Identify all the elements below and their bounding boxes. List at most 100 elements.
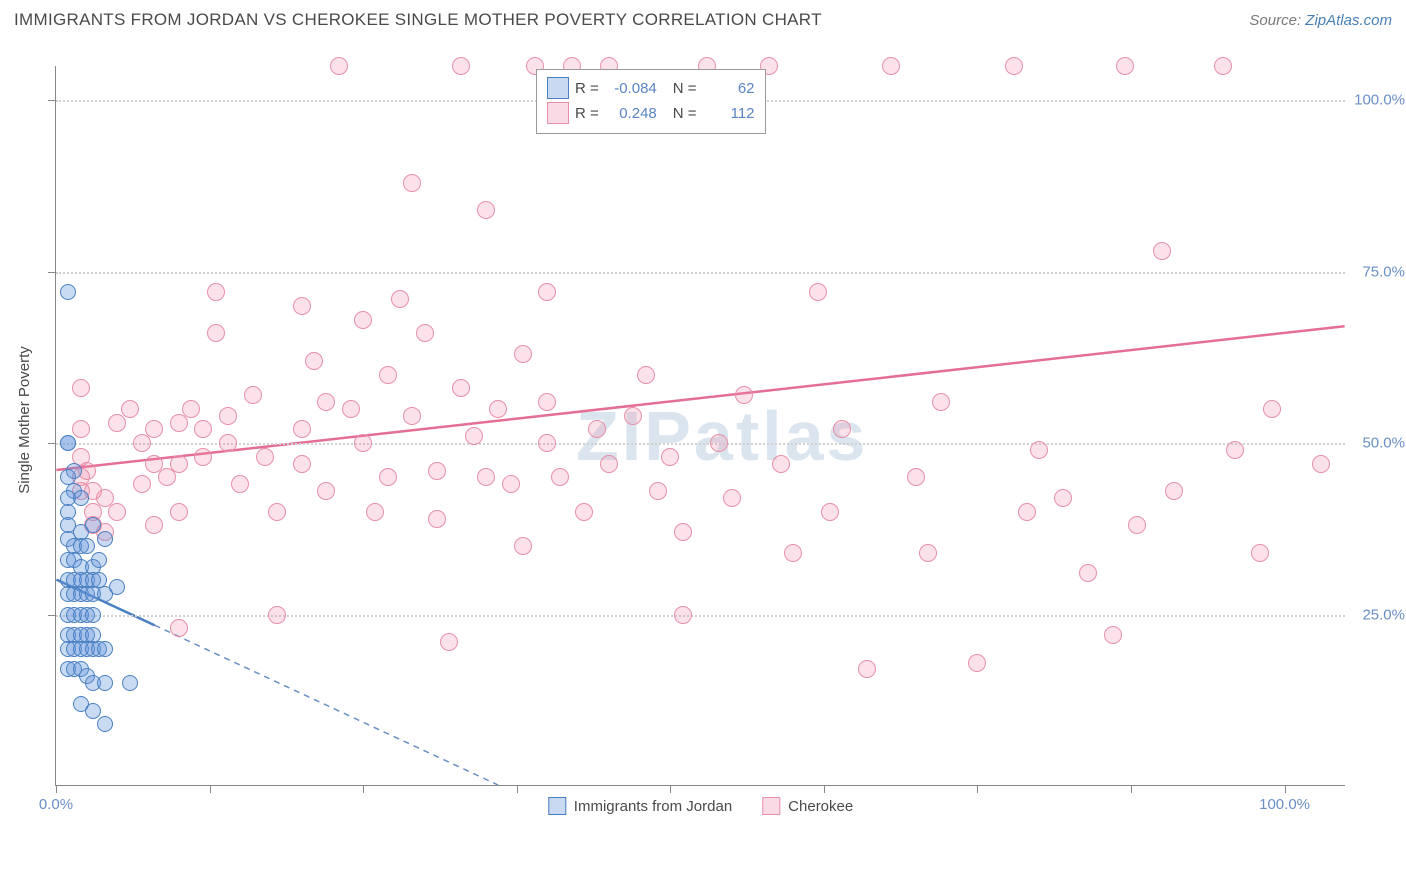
- data-point: [674, 606, 692, 624]
- data-point: [145, 516, 163, 534]
- data-point: [1128, 516, 1146, 534]
- n-value: 112: [703, 105, 755, 122]
- data-point: [79, 538, 95, 554]
- data-point: [723, 489, 741, 507]
- y-tick: [48, 272, 56, 273]
- data-point: [624, 407, 642, 425]
- data-point: [366, 503, 384, 521]
- data-point: [219, 407, 237, 425]
- legend-swatch: [548, 797, 566, 815]
- data-point: [293, 455, 311, 473]
- x-tick: [824, 785, 825, 793]
- data-point: [1079, 564, 1097, 582]
- x-axis-max-label: 100.0%: [1259, 796, 1310, 813]
- data-point: [538, 393, 556, 411]
- data-point: [85, 517, 101, 533]
- source-credit: Source: ZipAtlas.com: [1249, 12, 1392, 29]
- data-point: [219, 434, 237, 452]
- data-point: [379, 366, 397, 384]
- data-point: [538, 434, 556, 452]
- data-point: [489, 400, 507, 418]
- y-tick-label: 50.0%: [1362, 435, 1405, 452]
- data-point: [231, 475, 249, 493]
- y-tick-label: 25.0%: [1362, 606, 1405, 623]
- y-tick: [48, 615, 56, 616]
- x-tick: [977, 785, 978, 793]
- r-value: -0.084: [605, 80, 657, 97]
- y-tick-label: 100.0%: [1354, 92, 1405, 109]
- data-point: [133, 475, 151, 493]
- data-point: [85, 607, 101, 623]
- data-point: [588, 420, 606, 438]
- legend-item: Cherokee: [762, 797, 853, 815]
- x-tick: [1285, 785, 1286, 793]
- data-point: [502, 475, 520, 493]
- x-tick: [363, 785, 364, 793]
- legend-swatch: [547, 102, 569, 124]
- data-point: [268, 606, 286, 624]
- data-point: [575, 503, 593, 521]
- x-tick: [670, 785, 671, 793]
- data-point: [97, 675, 113, 691]
- data-point: [710, 434, 728, 452]
- plot-region: ZIPatlas 25.0%50.0%75.0%100.0%0.0%100.0%…: [55, 66, 1345, 786]
- y-tick: [48, 443, 56, 444]
- r-label: R =: [575, 80, 599, 97]
- data-point: [428, 510, 446, 528]
- x-tick: [210, 785, 211, 793]
- data-point: [108, 503, 126, 521]
- source-prefix: Source:: [1249, 12, 1305, 29]
- data-point: [1104, 626, 1122, 644]
- data-point: [170, 619, 188, 637]
- x-axis-min-label: 0.0%: [39, 796, 73, 813]
- data-point: [907, 468, 925, 486]
- data-point: [649, 482, 667, 500]
- data-point: [784, 544, 802, 562]
- data-point: [1214, 57, 1232, 75]
- data-point: [1018, 503, 1036, 521]
- legend-row: R = -0.084 N = 62: [547, 77, 755, 99]
- series-legend: Immigrants from JordanCherokee: [548, 797, 853, 815]
- data-point: [97, 716, 113, 732]
- data-point: [477, 468, 495, 486]
- data-point: [600, 455, 618, 473]
- y-tick: [48, 100, 56, 101]
- data-point: [73, 490, 89, 506]
- legend-label: Cherokee: [788, 798, 853, 815]
- data-point: [91, 552, 107, 568]
- data-point: [1153, 242, 1171, 260]
- legend-row: R = 0.248 N = 112: [547, 102, 755, 124]
- data-point: [1263, 400, 1281, 418]
- data-point: [465, 427, 483, 445]
- legend-swatch: [547, 77, 569, 99]
- data-point: [97, 641, 113, 657]
- source-link[interactable]: ZipAtlas.com: [1305, 12, 1392, 29]
- data-point: [60, 435, 76, 451]
- data-point: [1165, 482, 1183, 500]
- data-point: [403, 407, 421, 425]
- data-point: [833, 420, 851, 438]
- data-point: [1312, 455, 1330, 473]
- data-point: [182, 400, 200, 418]
- data-point: [379, 468, 397, 486]
- data-point: [85, 703, 101, 719]
- n-value: 62: [703, 80, 755, 97]
- data-point: [60, 284, 76, 300]
- data-point: [317, 482, 335, 500]
- data-point: [330, 57, 348, 75]
- data-point: [72, 420, 90, 438]
- data-point: [403, 174, 421, 192]
- data-point: [121, 400, 139, 418]
- data-point: [735, 386, 753, 404]
- data-point: [932, 393, 950, 411]
- data-point: [477, 201, 495, 219]
- trend-lines: [56, 66, 1345, 785]
- n-label: N =: [673, 80, 697, 97]
- data-point: [1116, 57, 1134, 75]
- data-point: [452, 57, 470, 75]
- data-point: [809, 283, 827, 301]
- data-point: [170, 455, 188, 473]
- data-point: [968, 654, 986, 672]
- data-point: [122, 675, 138, 691]
- data-point: [256, 448, 274, 466]
